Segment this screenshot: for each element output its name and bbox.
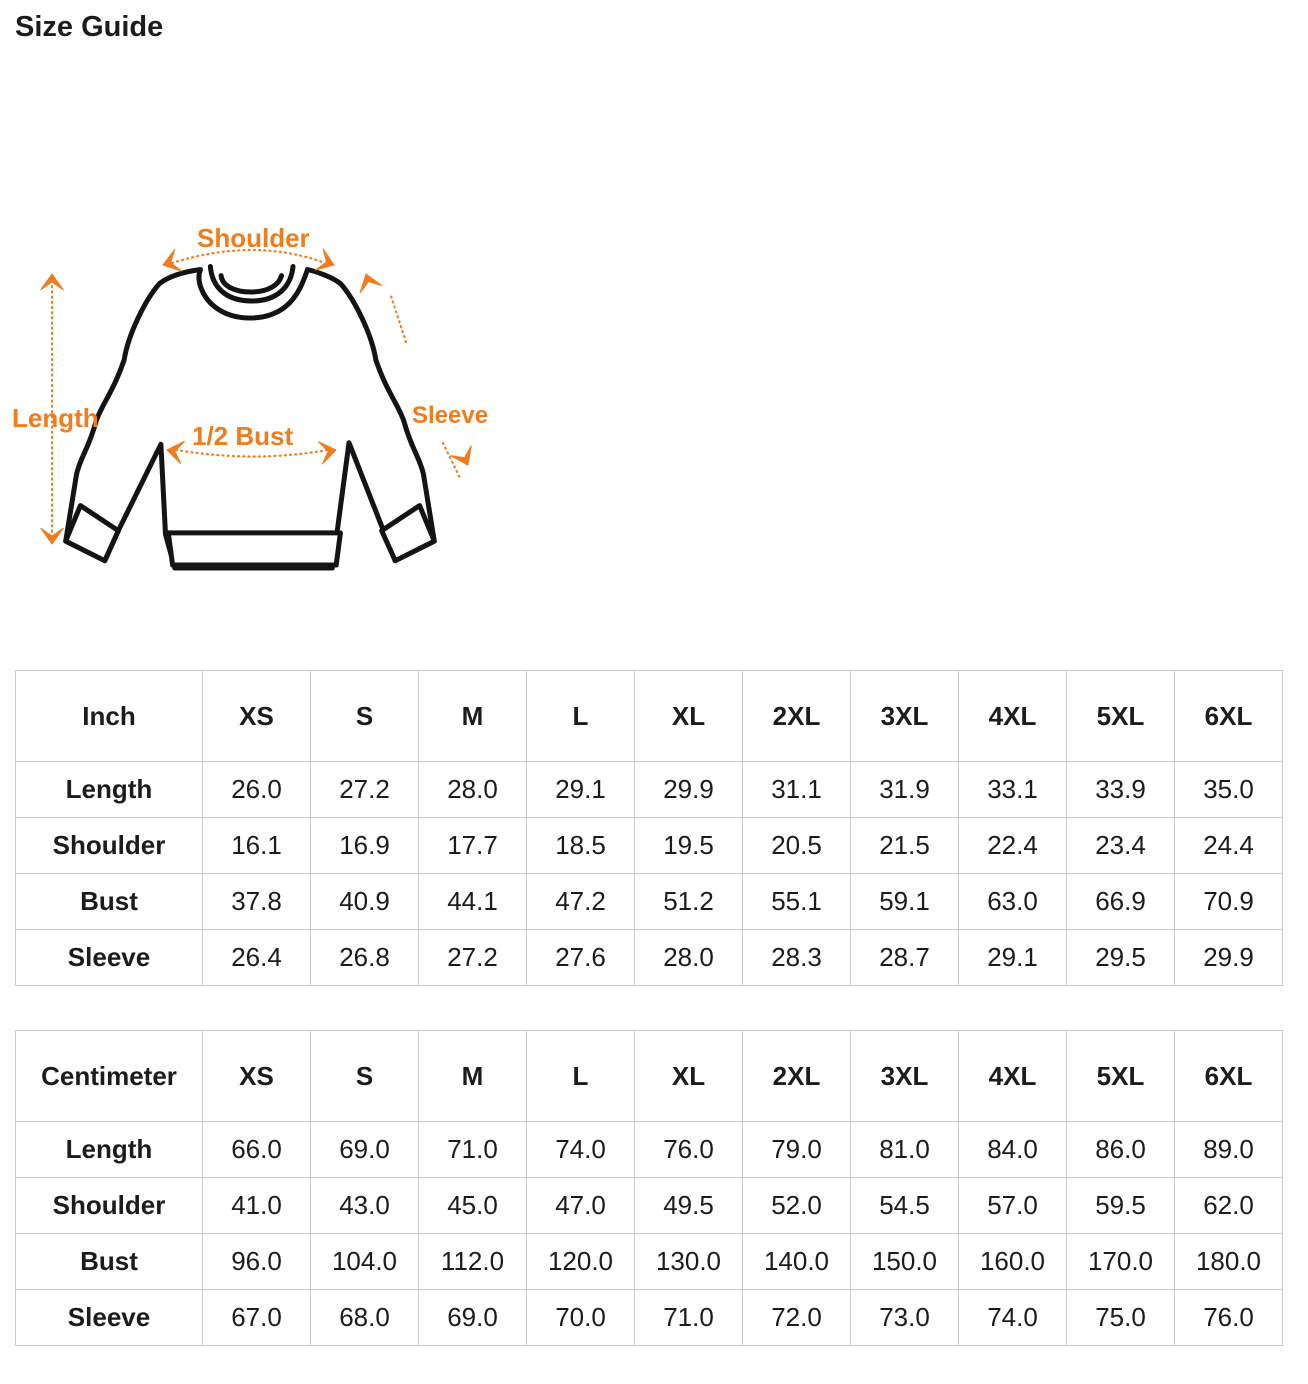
svg-text:Length: Length — [12, 403, 99, 433]
svg-text:Sleeve: Sleeve — [412, 402, 488, 429]
svg-text:1/2 Bust: 1/2 Bust — [192, 421, 293, 451]
svg-text:Shoulder: Shoulder — [197, 225, 310, 253]
